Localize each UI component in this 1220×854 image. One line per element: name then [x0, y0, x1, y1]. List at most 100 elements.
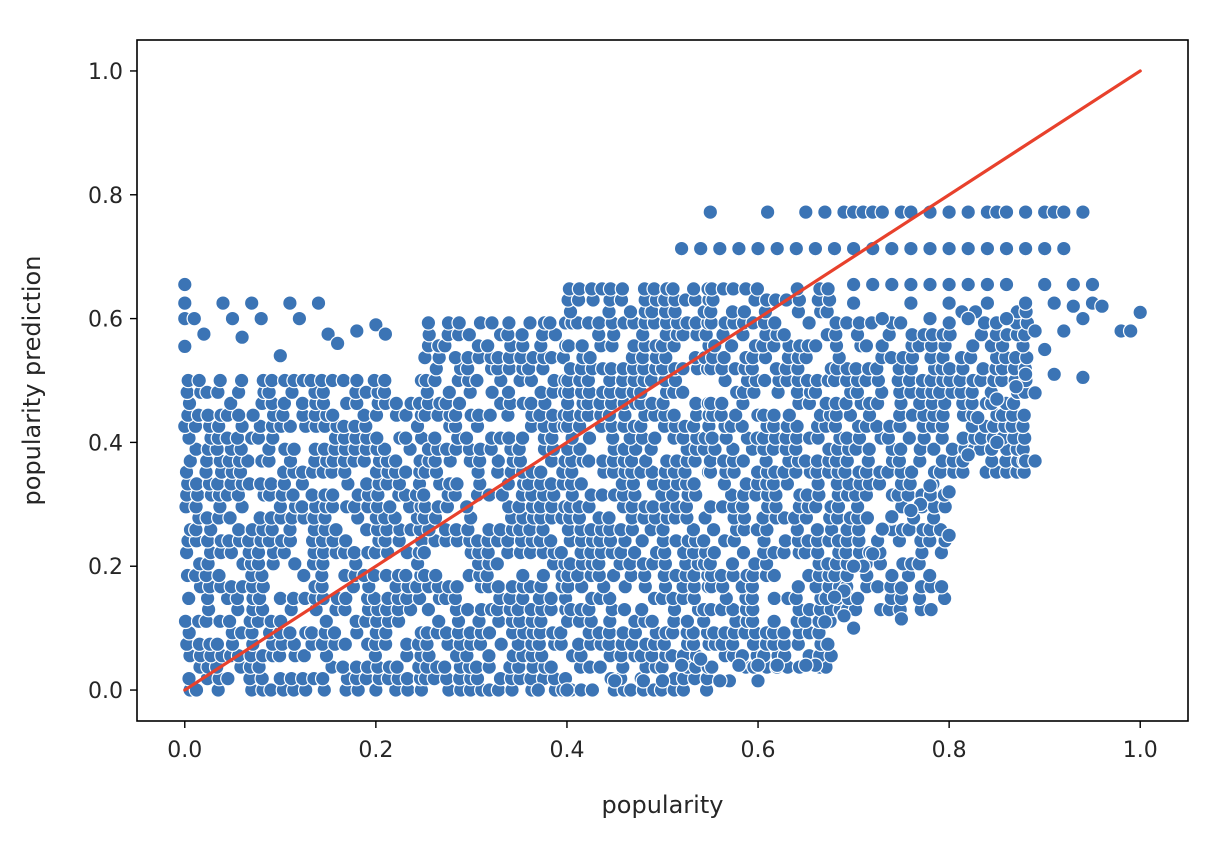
data-point — [960, 276, 976, 293]
data-point — [998, 276, 1015, 293]
data-point — [1008, 378, 1024, 395]
x-axis-label: popularity — [602, 791, 724, 819]
data-point — [335, 659, 351, 675]
data-point — [1075, 204, 1091, 220]
data-point — [542, 315, 558, 331]
data-point — [484, 315, 500, 331]
data-point — [215, 295, 231, 311]
data-point — [713, 395, 730, 412]
data-point — [673, 240, 690, 257]
data-point — [263, 476, 279, 492]
data-point — [749, 281, 766, 297]
data-point — [1017, 204, 1034, 220]
data-point — [368, 316, 384, 333]
data-point — [426, 430, 443, 446]
data-point — [605, 567, 622, 584]
data-point — [869, 578, 886, 595]
data-point — [695, 532, 712, 549]
data-point — [326, 624, 343, 641]
data-point — [634, 532, 650, 549]
data-point — [482, 407, 498, 423]
data-point — [451, 395, 468, 412]
data-point — [1016, 407, 1032, 423]
data-point — [553, 544, 570, 561]
data-point — [337, 532, 354, 549]
data-point — [685, 521, 702, 538]
data-point — [253, 310, 270, 327]
data-point — [1046, 366, 1062, 383]
data-point — [329, 335, 346, 352]
data-point — [941, 240, 957, 257]
data-point — [736, 303, 753, 320]
data-point — [282, 624, 298, 641]
data-point — [535, 567, 552, 584]
data-point — [1036, 341, 1053, 358]
data-point — [858, 337, 875, 354]
data-point — [998, 310, 1015, 327]
reference-line-group — [183, 69, 1142, 692]
data-point — [387, 453, 404, 469]
data-point — [711, 240, 728, 257]
data-point — [864, 545, 881, 562]
data-point — [614, 281, 631, 297]
data-point — [348, 323, 365, 339]
data-point — [1017, 240, 1034, 257]
data-point — [481, 647, 497, 664]
data-point — [479, 337, 496, 354]
data-point — [1017, 366, 1034, 383]
data-point — [622, 303, 639, 320]
data-point — [922, 310, 938, 327]
data-point — [941, 484, 957, 500]
data-point — [177, 338, 193, 355]
data-point — [606, 672, 623, 689]
data-point — [376, 372, 393, 389]
data-point — [552, 624, 569, 641]
data-point — [923, 601, 939, 618]
data-point — [883, 276, 900, 293]
data-point — [1056, 323, 1072, 339]
data-point — [461, 326, 478, 343]
data-point — [781, 407, 798, 423]
y-tick-label: 0.2 — [88, 555, 123, 580]
data-point — [574, 337, 590, 354]
data-point — [789, 418, 805, 435]
data-point — [797, 657, 814, 674]
data-point — [836, 607, 852, 624]
data-point — [285, 487, 301, 503]
data-point — [514, 430, 531, 446]
data-point — [960, 240, 976, 257]
data-point — [790, 578, 807, 595]
data-point — [415, 487, 432, 503]
data-point — [222, 510, 238, 526]
data-point — [451, 315, 467, 331]
data-point — [314, 670, 331, 687]
data-point — [922, 240, 938, 257]
data-points — [177, 204, 1148, 698]
data-point — [560, 337, 577, 354]
data-point — [960, 310, 976, 327]
data-point — [941, 204, 957, 220]
data-point — [522, 315, 538, 331]
data-point — [756, 372, 773, 389]
data-point — [543, 590, 559, 607]
data-point — [807, 240, 824, 257]
data-point — [381, 498, 398, 515]
data-point — [484, 384, 500, 401]
data-point — [543, 659, 559, 675]
x-tick-label: 1.0 — [1123, 738, 1158, 763]
data-point — [1056, 240, 1072, 257]
data-point — [490, 578, 507, 595]
data-point — [820, 636, 836, 652]
data-point — [1036, 276, 1053, 293]
data-point — [893, 580, 910, 596]
data-point — [892, 441, 909, 457]
data-point — [979, 295, 996, 311]
data-point — [766, 315, 783, 331]
data-point — [724, 555, 741, 572]
data-point — [903, 464, 920, 480]
data-point — [845, 558, 862, 574]
data-point — [209, 636, 226, 652]
data-point — [735, 544, 752, 561]
x-tick-label: 0.6 — [741, 738, 776, 763]
data-point — [337, 636, 354, 652]
